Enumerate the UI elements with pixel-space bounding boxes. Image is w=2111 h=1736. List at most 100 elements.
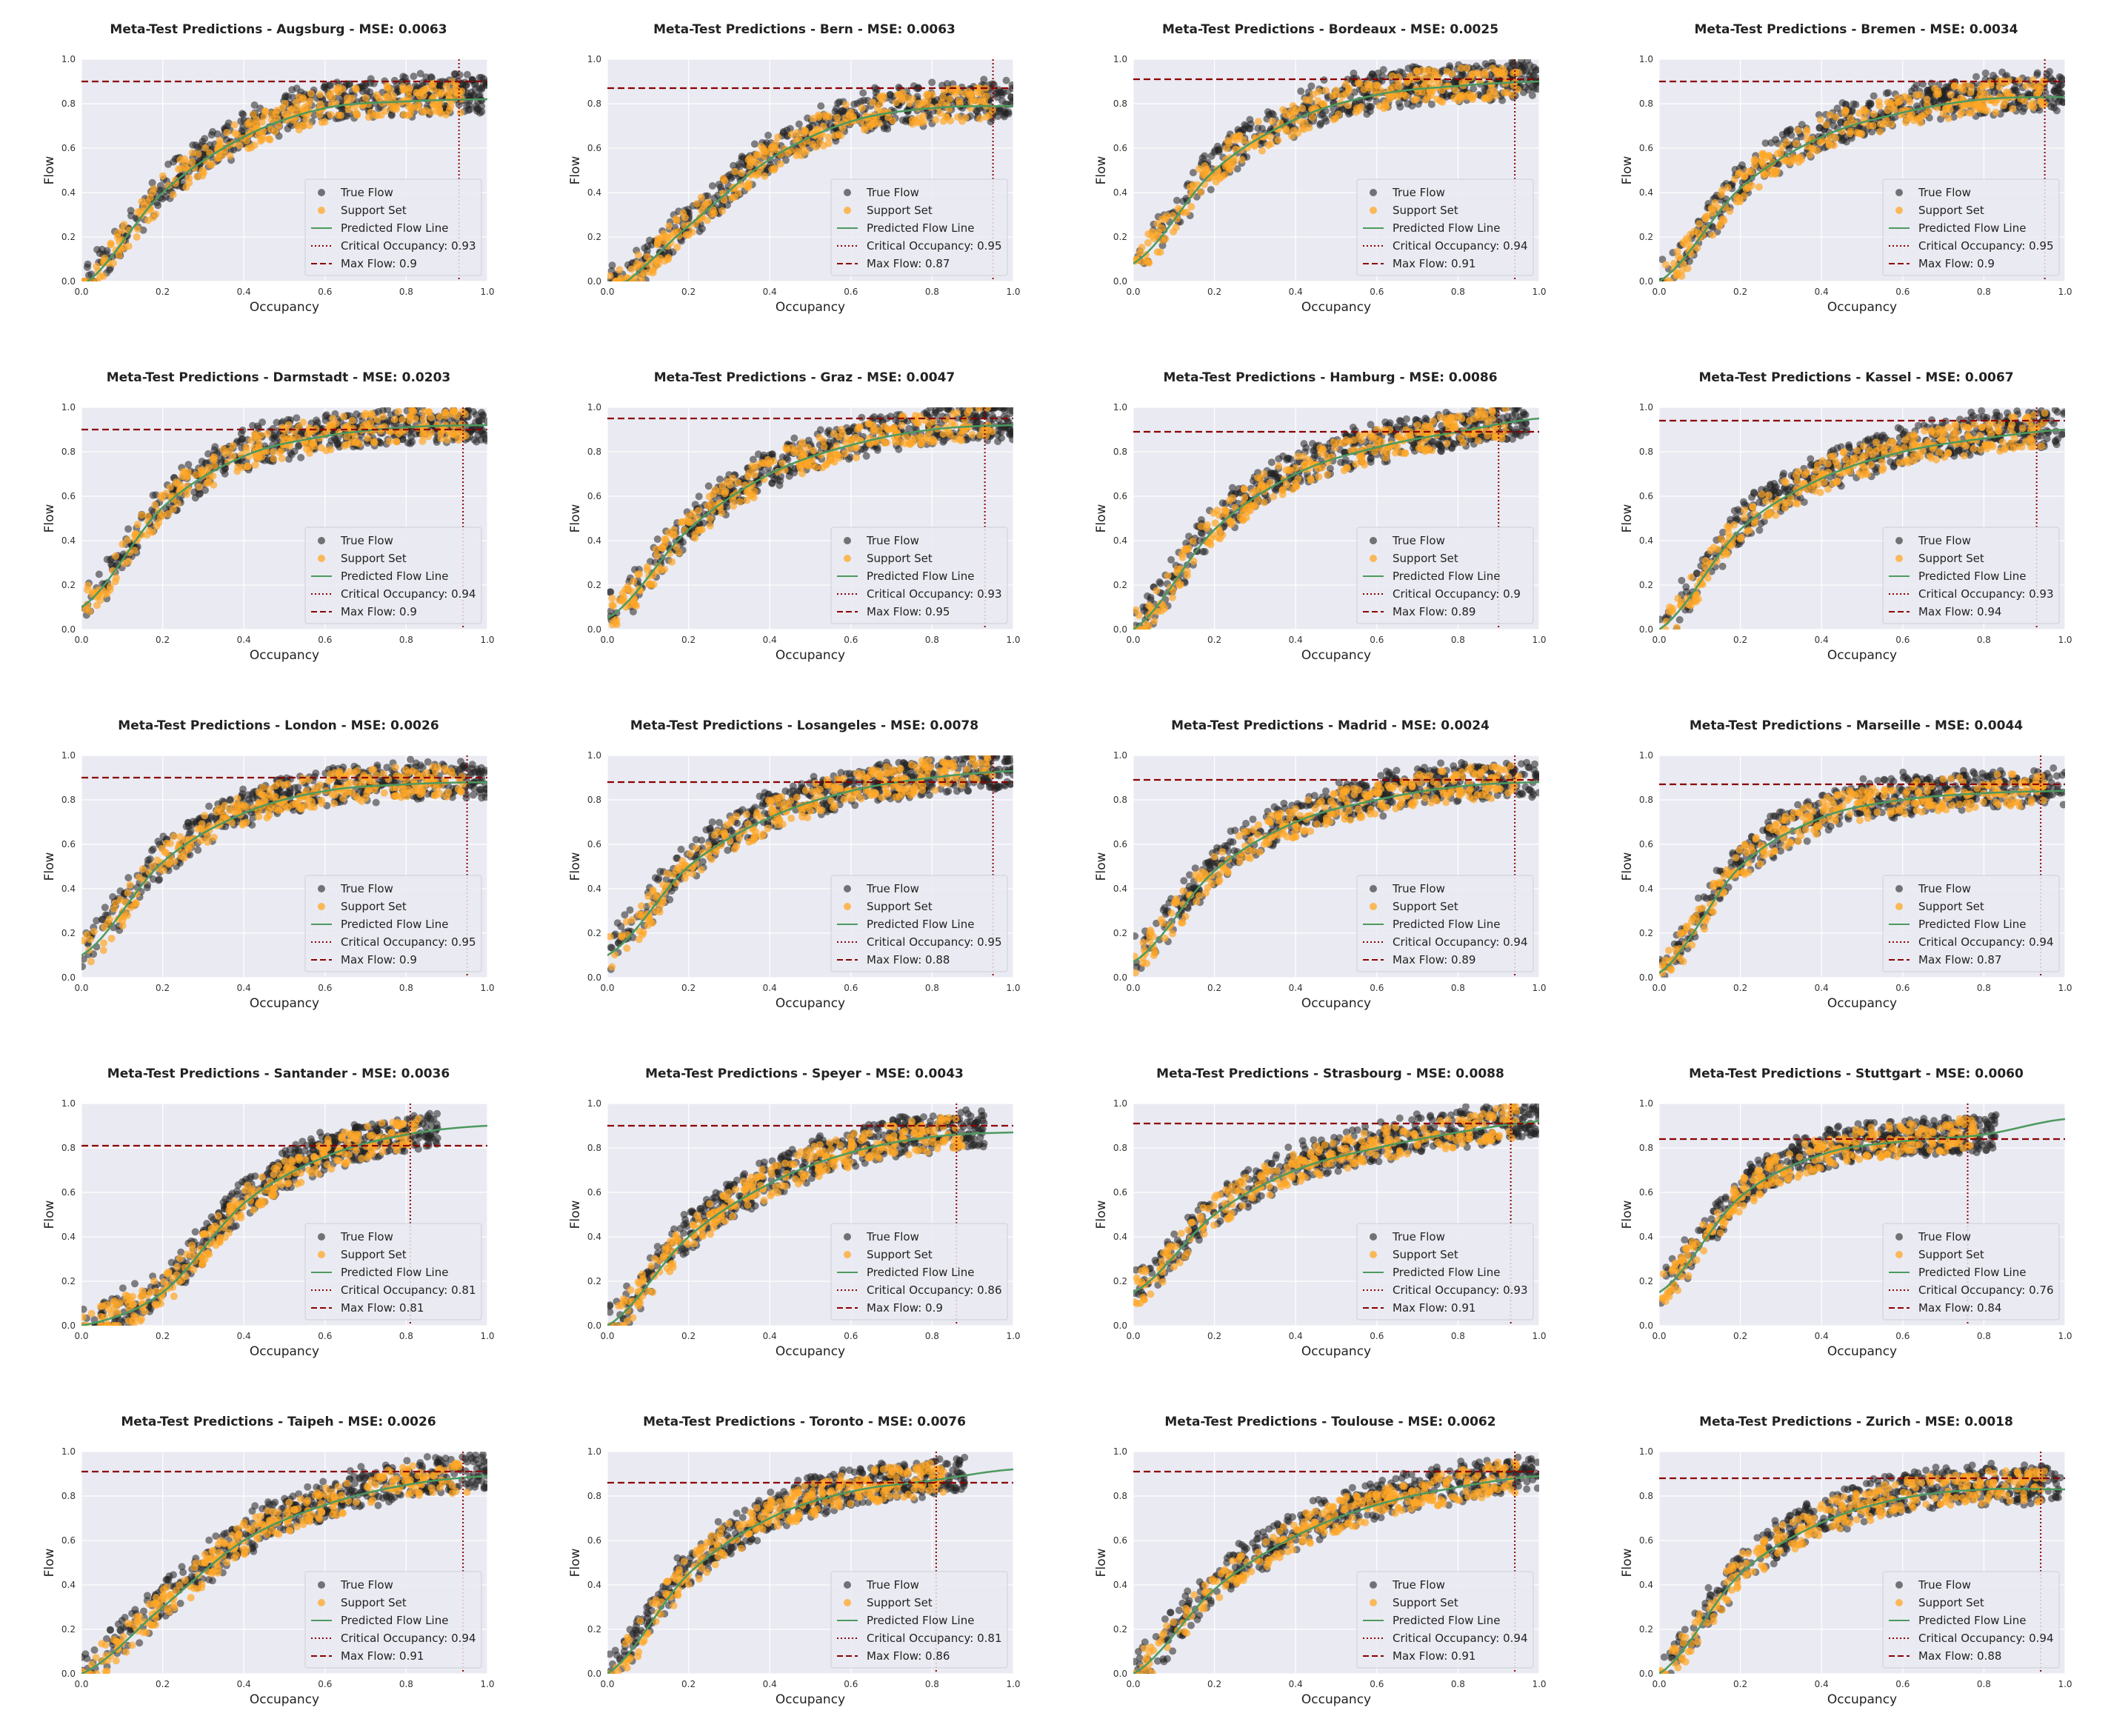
support-set-point — [361, 412, 369, 420]
legend-true-flow-marker — [318, 537, 325, 544]
support-set-point — [373, 415, 381, 424]
support-set-point — [1912, 91, 1921, 99]
support-set-point — [164, 510, 173, 518]
support-set-point — [278, 455, 286, 462]
support-set-point — [250, 141, 259, 150]
support-set-point — [1338, 92, 1347, 100]
support-set-point — [353, 110, 361, 118]
true-flow-point — [478, 96, 486, 104]
support-set-point — [188, 158, 196, 166]
x-tick-label: 0.2 — [1733, 287, 1747, 297]
support-set-point — [182, 164, 190, 172]
true-flow-point — [795, 120, 803, 128]
support-set-point — [169, 190, 177, 198]
support-set-point — [1294, 129, 1302, 137]
true-flow-point — [762, 166, 770, 174]
x-tick-label: 0.0 — [1126, 287, 1140, 297]
support-set-point — [442, 82, 450, 90]
support-set-point — [730, 193, 738, 201]
legend-critical-label: Critical Occupancy: 0.94 — [341, 587, 476, 601]
legend-true-flow-label: True Flow — [340, 186, 393, 199]
true-flow-point — [817, 102, 825, 110]
support-set-point — [1978, 81, 1987, 90]
support-set-point — [909, 120, 916, 128]
support-set-point — [1832, 113, 1840, 121]
support-set-point — [2002, 88, 2010, 96]
support-set-point — [1470, 92, 1478, 100]
true-flow-point — [378, 407, 387, 415]
true-flow-point — [1215, 146, 1223, 154]
support-set-point — [386, 86, 394, 94]
support-set-point — [327, 110, 335, 118]
y-axis-label: Flow — [42, 156, 57, 185]
true-flow-point — [83, 263, 91, 271]
support-set-point — [1916, 118, 1924, 127]
support-set-point — [1956, 111, 1964, 118]
support-set-point — [151, 501, 159, 509]
support-set-point — [1225, 139, 1233, 147]
support-set-point — [339, 413, 347, 421]
support-set-point — [1352, 108, 1360, 116]
support-set-point — [917, 118, 925, 127]
support-set-point — [321, 118, 329, 126]
support-set-point — [200, 169, 207, 177]
support-set-point — [876, 119, 883, 127]
support-set-point — [1199, 170, 1207, 178]
true-flow-point — [764, 131, 773, 139]
true-flow-point — [192, 141, 200, 149]
support-set-point — [1709, 231, 1717, 239]
support-set-point — [1693, 244, 1701, 252]
support-set-point — [1394, 93, 1402, 101]
support-set-point — [1169, 212, 1177, 219]
support-set-point — [394, 407, 402, 415]
true-flow-point — [997, 407, 1005, 411]
support-set-point — [1403, 79, 1411, 87]
legend-true-flow-marker — [1370, 189, 1377, 196]
support-set-point — [364, 434, 372, 442]
true-flow-point — [237, 117, 245, 125]
support-set-point — [653, 257, 661, 264]
support-set-point — [738, 169, 745, 177]
support-set-point — [133, 521, 141, 529]
support-set-point — [820, 443, 828, 450]
legend-critical-label: Critical Occupancy: 0.94 — [1393, 239, 1528, 253]
x-tick-label: 0.4 — [763, 635, 777, 645]
support-set-point — [210, 455, 218, 464]
true-flow-point — [873, 446, 881, 454]
support-set-point — [1153, 248, 1161, 256]
support-set-point — [1967, 83, 1975, 91]
support-set-point — [327, 89, 335, 97]
y-tick-label: 0.6 — [587, 491, 601, 501]
legend-max-label: Max Flow: 0.9 — [341, 605, 417, 618]
true-flow-point — [1481, 60, 1490, 68]
support-set-point — [1944, 114, 1952, 122]
y-tick-label: 0.0 — [587, 624, 601, 635]
x-tick-label: 1.0 — [480, 635, 494, 645]
chart-panel-5: Meta-Test Predictions - Graz - MSE: 0.00… — [568, 370, 1021, 663]
support-set-point — [793, 129, 801, 137]
support-set-point — [418, 87, 427, 95]
support-set-point — [787, 130, 796, 138]
support-set-point — [703, 216, 711, 224]
support-set-point — [1923, 96, 1931, 104]
support-set-point — [153, 522, 161, 530]
support-set-point — [1904, 94, 1912, 102]
support-set-point — [1287, 132, 1295, 140]
support-set-point — [370, 438, 378, 446]
support-set-point — [1298, 104, 1307, 113]
support-set-point — [852, 444, 860, 452]
support-set-point — [749, 156, 757, 164]
support-set-point — [1847, 114, 1855, 122]
support-set-point — [419, 415, 427, 423]
true-flow-point — [1912, 102, 1921, 110]
legend-predicted-label: Predicted Flow Line — [341, 221, 448, 235]
support-set-point — [1390, 83, 1397, 91]
x-tick-label: 0.4 — [763, 287, 777, 297]
true-flow-point — [776, 481, 784, 490]
support-set-point — [378, 413, 387, 421]
support-set-point — [711, 486, 719, 494]
support-set-point — [247, 436, 256, 444]
support-set-point — [1694, 229, 1702, 237]
true-flow-point — [1685, 257, 1693, 265]
